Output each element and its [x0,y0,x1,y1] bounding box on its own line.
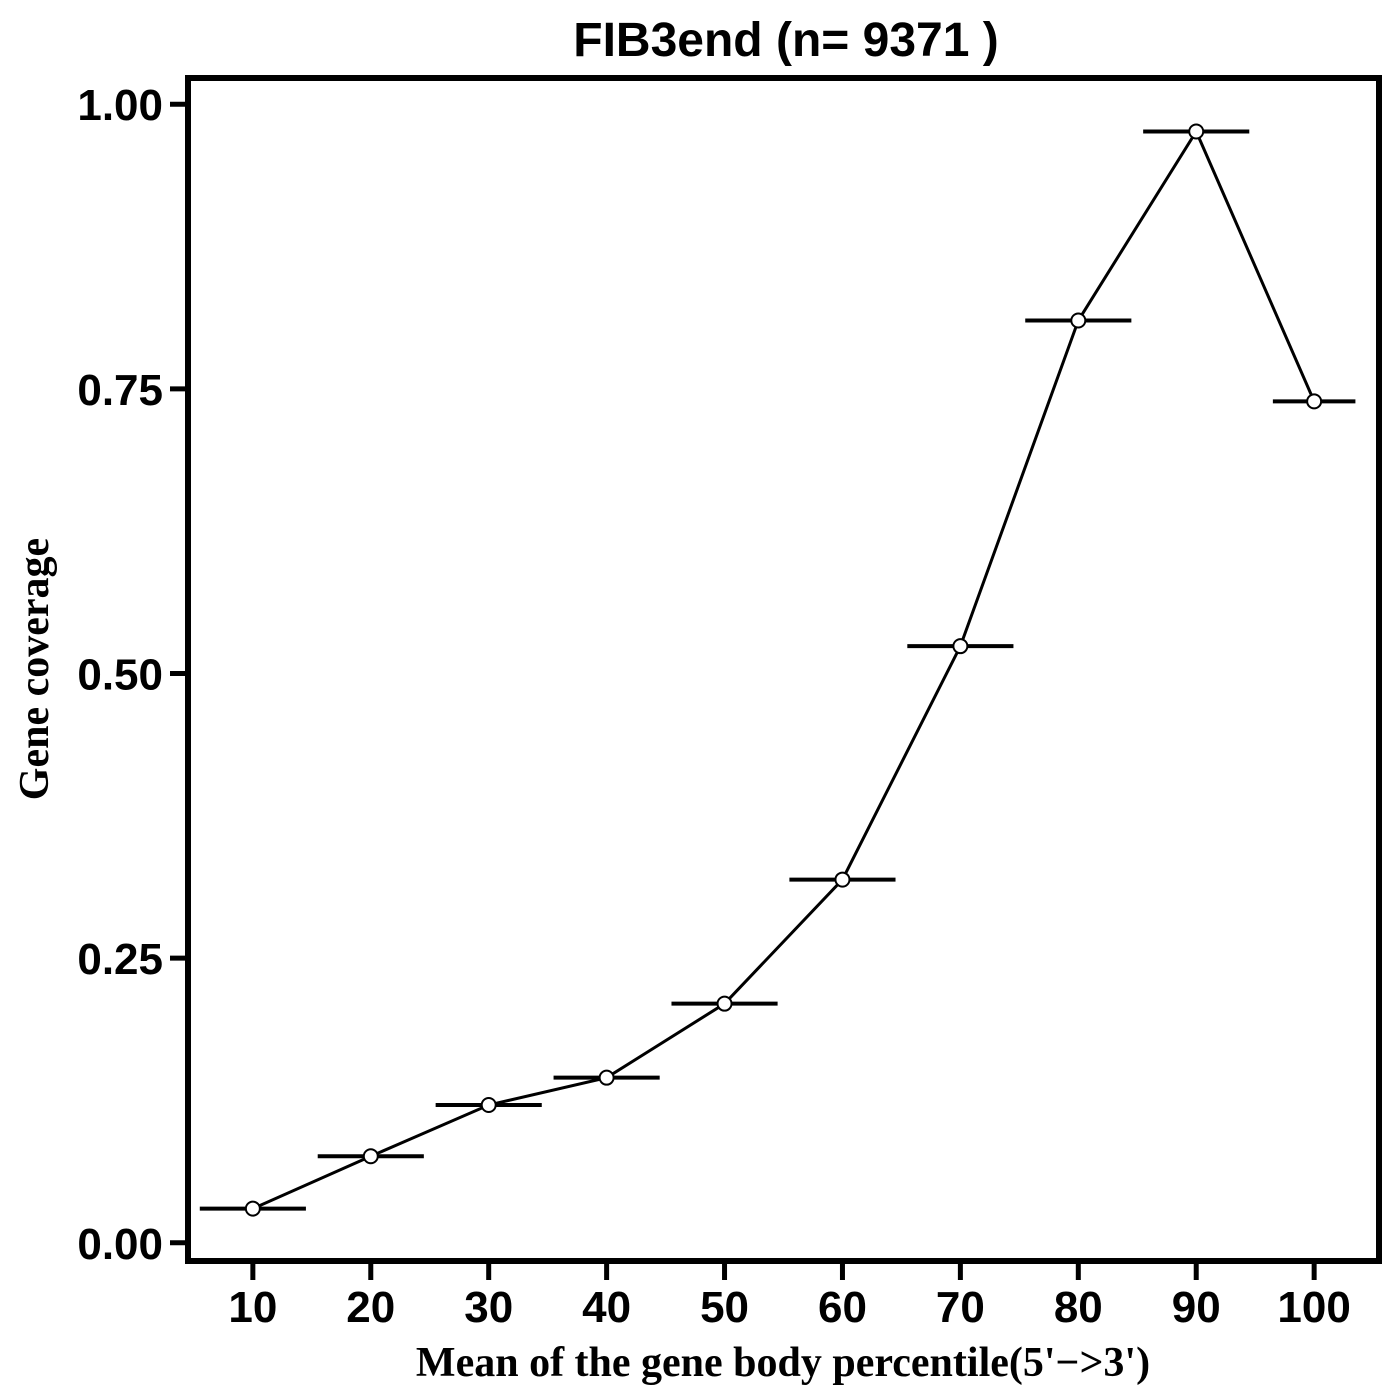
series-line [252,128,1316,1210]
y-axis-label: Gene coverage [12,538,58,800]
data-point [1070,312,1087,329]
plot-frame [185,75,1382,1264]
x-tick-label: 80 [1054,1283,1103,1332]
x-tick-label: 90 [1172,1283,1221,1332]
data-point [952,638,969,655]
y-tick-label: 0.75 [77,366,163,415]
data-point [1188,123,1205,140]
data-point [1306,393,1323,410]
y-axis: 0.00 0.25 0.50 0.75 1.00 [77,81,188,1269]
x-tick-label: 100 [1277,1283,1350,1332]
y-tick-label: 1.00 [77,81,163,130]
x-axis: 10 20 30 40 50 60 70 80 90 100 [228,1261,1351,1332]
x-tick-label: 20 [346,1283,395,1332]
data-point [598,1069,615,1086]
x-axis-label: Mean of the gene body percentile(5'−>3') [416,1340,1150,1386]
data-point [480,1097,497,1114]
y-tick-label: 0.25 [77,935,163,984]
x-tick-label: 10 [228,1283,277,1332]
data-point [362,1148,379,1165]
x-tick-label: 30 [464,1283,513,1332]
x-tick-label: 70 [936,1283,985,1332]
x-tick-label: 60 [818,1283,867,1332]
x-tick-label: 50 [700,1283,749,1332]
data-point [244,1200,261,1217]
chart-title: FIB3end (n= 9371 ) [573,14,998,67]
data-point [834,871,851,888]
data-points [244,123,1323,1217]
y-tick-label: 0.00 [77,1220,163,1269]
y-tick-label: 0.50 [77,650,163,699]
x-tick-label: 40 [582,1283,631,1332]
data-point [716,995,733,1012]
